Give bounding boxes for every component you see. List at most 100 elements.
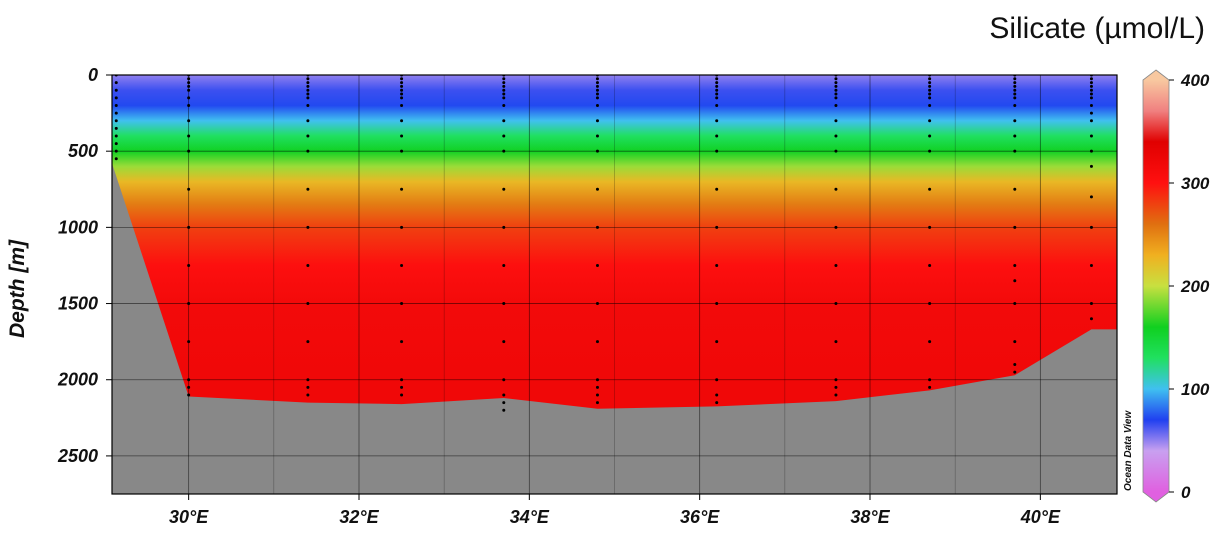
colorbar-tick-label: 200: [1180, 277, 1210, 296]
sample-point: [502, 81, 506, 85]
watermark: Ocean Data View: [1123, 410, 1134, 491]
sample-point: [1089, 195, 1093, 199]
sample-point: [928, 103, 932, 107]
sample-point: [400, 103, 404, 107]
sample-point: [715, 96, 719, 100]
sample-point: [1013, 84, 1017, 88]
sample-point: [595, 378, 599, 382]
sample-point: [1089, 317, 1093, 321]
sample-point: [595, 149, 599, 153]
colorbar-tick-label: 300: [1181, 174, 1210, 193]
sample-point: [1013, 370, 1017, 374]
sample-point: [834, 119, 838, 123]
sample-point: [595, 81, 599, 85]
sample-point: [595, 88, 599, 92]
sample-point: [1089, 88, 1093, 92]
sample-point: [400, 225, 404, 229]
sample-point: [928, 225, 932, 229]
sample-point: [595, 340, 599, 344]
sample-point: [715, 134, 719, 138]
sample-point: [114, 88, 118, 92]
sample-point: [834, 103, 838, 107]
sample-point: [400, 96, 404, 100]
sample-point: [114, 119, 118, 123]
sample-point: [1089, 149, 1093, 153]
sample-point: [306, 385, 310, 389]
sample-point: [502, 84, 506, 88]
sample-point: [595, 263, 599, 267]
sample-point: [595, 393, 599, 397]
sample-point: [1089, 96, 1093, 100]
sample-point: [1013, 77, 1017, 81]
sample-point: [1089, 111, 1093, 115]
sample-point: [928, 149, 932, 153]
sample-point: [502, 401, 506, 405]
sample-point: [400, 378, 404, 382]
sample-point: [187, 119, 191, 123]
sample-point: [114, 157, 118, 161]
sample-point: [1089, 225, 1093, 229]
sample-point: [715, 119, 719, 123]
sample-point: [715, 92, 719, 96]
sample-point: [400, 187, 404, 191]
seafloor: [112, 163, 1117, 494]
sample-point: [715, 393, 719, 397]
y-tick-label: 500: [68, 141, 98, 161]
sample-point: [400, 340, 404, 344]
sample-point: [715, 302, 719, 306]
chart-title: Silicate (µmol/L): [989, 12, 1205, 45]
sample-point: [400, 149, 404, 153]
sample-point: [834, 340, 838, 344]
sample-point: [1089, 103, 1093, 107]
sample-point: [114, 111, 118, 115]
sample-point: [595, 385, 599, 389]
sample-point: [715, 401, 719, 405]
sample-point: [502, 378, 506, 382]
sample-point: [928, 340, 932, 344]
sample-point: [715, 81, 719, 85]
sample-point: [114, 134, 118, 138]
sample-point: [1089, 263, 1093, 267]
sample-point: [834, 92, 838, 96]
sample-point: [715, 187, 719, 191]
sample-point: [114, 81, 118, 85]
sample-point: [834, 84, 838, 88]
y-tick-label: 2000: [57, 370, 98, 390]
x-tick-label: 32°E: [339, 507, 379, 527]
sample-point: [715, 149, 719, 153]
sample-point: [306, 263, 310, 267]
sample-point: [187, 187, 191, 191]
sample-point: [187, 84, 191, 88]
sample-point: [306, 302, 310, 306]
sample-point: [502, 302, 506, 306]
sample-point: [187, 393, 191, 397]
sample-point: [928, 134, 932, 138]
sample-point: [1089, 84, 1093, 88]
sample-point: [595, 77, 599, 81]
x-tick-label: 30°E: [169, 507, 209, 527]
sample-point: [187, 77, 191, 81]
sample-point: [595, 84, 599, 88]
sample-point: [187, 340, 191, 344]
sample-point: [306, 96, 310, 100]
sample-point: [502, 134, 506, 138]
y-tick-label: 0: [88, 65, 98, 85]
sample-point: [928, 187, 932, 191]
sample-point: [595, 96, 599, 100]
sample-point: [928, 84, 932, 88]
sample-point: [928, 77, 932, 81]
sample-point: [400, 77, 404, 81]
x-tick-label: 34°E: [510, 507, 550, 527]
sample-point: [1089, 134, 1093, 138]
sample-point: [715, 340, 719, 344]
colorbar-tick-label: 400: [1180, 71, 1210, 90]
sample-point: [502, 393, 506, 397]
sample-point: [306, 378, 310, 382]
sample-point: [834, 263, 838, 267]
sample-point: [400, 263, 404, 267]
sample-point: [1013, 92, 1017, 96]
sample-point: [595, 225, 599, 229]
sample-point: [1013, 88, 1017, 92]
